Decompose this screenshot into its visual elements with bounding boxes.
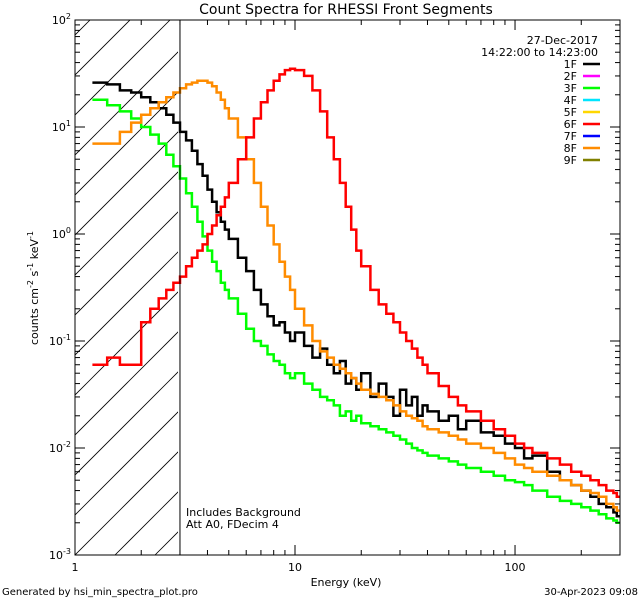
hatch-line (75, 451, 178, 555)
footer-right: 30-Apr-2023 09:08 (544, 587, 638, 598)
hatch-line (75, 411, 178, 516)
legend-label-2F: 2F (564, 70, 577, 83)
x-tick-label: 10 (288, 561, 302, 574)
hatch-line (355, 0, 640, 555)
below-threshold-hatch (75, 0, 640, 555)
hatch-line (75, 91, 178, 196)
y-tick-label: 100 (52, 226, 71, 241)
chart-title: Count Spectra for RHESSI Front Segments (199, 2, 493, 18)
y-tick-label: 102 (52, 12, 71, 27)
legend-label-5F: 5F (564, 106, 577, 119)
legend-date: 27-Dec-2017 (527, 34, 598, 47)
hatch-line (75, 211, 178, 316)
legend-time-range: 14:22:00 to 14:23:00 (481, 46, 598, 59)
hatch-line (75, 171, 178, 276)
plot-frame (74, 19, 621, 556)
hatch-line (75, 20, 171, 116)
y-tick-label: 10-3 (49, 547, 71, 562)
hatch-line (635, 0, 640, 555)
legend-label-7F: 7F (564, 130, 577, 143)
legend-label-6F: 6F (564, 118, 577, 131)
series-3F-line (92, 98, 620, 525)
legend-label-9F: 9F (564, 154, 577, 167)
legend-label-8F: 8F (564, 142, 577, 155)
hatch-line (75, 291, 178, 396)
hatch-line (275, 0, 640, 555)
legend-label-3F: 3F (564, 82, 577, 95)
hatch-line (395, 0, 640, 555)
y-tick-label: 101 (52, 119, 71, 134)
legend-label-4F: 4F (564, 94, 577, 107)
hatch-line (75, 371, 178, 476)
annotation-attenuator: Att A0, FDecim 4 (186, 518, 279, 531)
y-tick-label: 10-1 (49, 333, 71, 348)
series-6F-line (92, 67, 620, 499)
footer-left: Generated by hsi_min_spectra_plot.pro (2, 587, 198, 598)
hatch-line (315, 0, 640, 555)
hatch-line (75, 251, 178, 356)
hatch-line (75, 51, 178, 156)
y-axis-label: counts cm-2 s-1 keV-1 (26, 231, 41, 345)
series-8F-line (92, 79, 620, 512)
annotation-background: Includes Background (186, 506, 301, 519)
legend-label-1F: 1F (564, 58, 577, 71)
x-tick-label: 100 (505, 561, 526, 574)
hatch-line (75, 131, 178, 236)
y-tick-label: 10-2 (49, 440, 71, 455)
x-axis-label: Energy (keV) (311, 576, 382, 589)
series-1F-line (92, 81, 620, 518)
x-tick-label: 1 (72, 561, 79, 574)
